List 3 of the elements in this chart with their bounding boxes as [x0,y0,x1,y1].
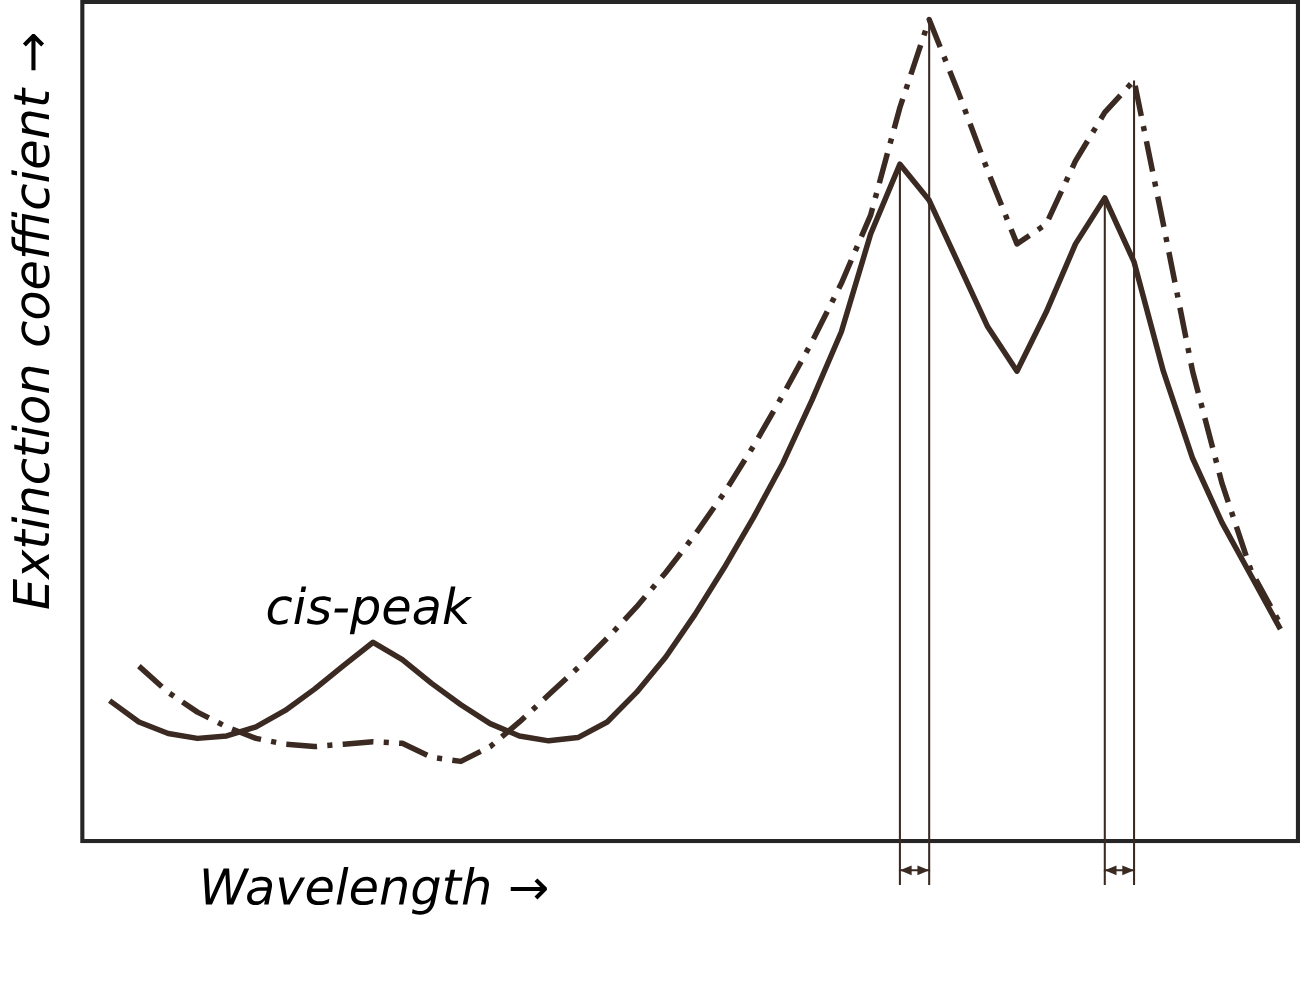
x-axis-title: Wavelength → [203,867,547,915]
y-axis-title: Extinction coefficient → [11,34,50,609]
annotation: cis-peak [267,586,473,635]
